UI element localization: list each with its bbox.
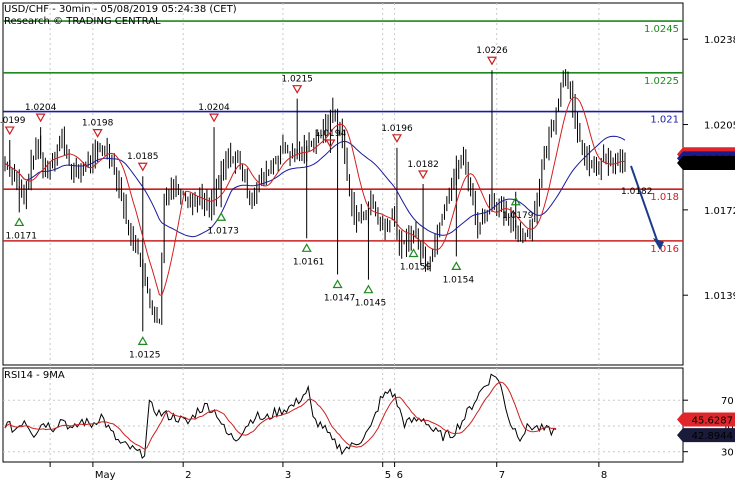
swing-high-marker [35,113,46,123]
rsi-panel-frame [2,367,684,463]
swing-low-label: 1.0179 [502,211,534,221]
chart-title: USD/CHF - 30min - 05/08/2019 05:24:38 (C… [4,4,237,15]
swing-low-marker [216,212,227,221]
swing-high-label: 1.0198 [82,119,114,129]
projection: 1.0182 [621,165,664,251]
swing-high-label: 1.0215 [281,75,313,85]
level-label: 1.0225 [644,76,679,87]
price-bars [4,69,626,332]
rsi-y-tick-label: 50 [721,422,734,433]
rsi-tag-box [677,428,735,443]
rsi-tag-box [677,412,735,427]
swing-high-label: 1.0204 [198,103,230,113]
price-tag-label: 1.01901 [692,159,733,170]
swing-low-label: 1.0154 [443,275,475,285]
swing-high-marker [486,56,498,66]
swing-low-marker [510,196,521,206]
swing-low-label: 1.0147 [324,294,356,304]
level-label: 1.018 [650,192,679,203]
x-tick-label: 2 [185,470,191,480]
swing-high-label: 1.0199 [0,116,26,126]
swing-low-marker [14,217,25,227]
swing-low-marker [363,284,374,294]
swing-high-marker [4,126,15,136]
swing-high-label: 1.0226 [476,46,508,56]
x-tick-label: May [95,470,116,480]
level-label: 1.0245 [644,24,679,35]
swing-low-label: 1.0161 [293,257,325,267]
price-tag-box [677,156,735,171]
indicator-title: RSI14 - 9MA [4,370,65,381]
swing-high-marker [418,170,429,180]
swing-low-marker [332,279,343,289]
swing-high-marker [137,162,148,172]
price-panel-frame [2,2,684,366]
key-levels: 1.0245 1.0225 1.021 1.018 1.016 [3,20,683,255]
swing-high-marker [92,129,103,138]
swing-high-label: 1.0194 [315,129,347,139]
chart-source: Research © TRADING CENTRAL [4,16,161,27]
y-tick-label: 1.0238 [704,35,735,46]
grid-lines [3,3,683,462]
swing-high-marker [209,113,220,123]
swing-high-label: 1.0185 [127,152,159,162]
rsi-tag-label: 42.8944 [692,431,733,442]
x-tick-label: 7 [499,470,505,480]
swing-low-label: 1.0159 [400,262,432,272]
swing-high-label: 1.0196 [381,124,413,134]
x-tick-label: 6 [397,470,403,480]
swing-low-label: 1.0125 [129,350,161,360]
rsi-line [4,373,557,460]
swing-high-marker [325,139,336,149]
swing-low-marker [137,336,148,345]
swing-high-marker [391,134,402,144]
rsi-ma-line [4,381,557,450]
y-tick-label: 1.0205 [704,121,735,132]
moving-averages [4,96,626,297]
swing-high-label: 1.0182 [407,160,439,170]
swing-low-label: 1.0173 [207,226,239,236]
x-tick-label: 8 [601,470,607,480]
x-tick-label: 3 [285,470,291,480]
rsi-tag-label: 45.6287 [692,416,733,427]
swing-low-marker [301,243,312,252]
swing-low-marker [451,261,462,270]
rsi-panel [4,373,557,460]
swing-markers: 1.0199 1.0204 1.0198 1.0185 1.0204 1.0215 1.01… [0,46,534,360]
rsi-y-tick-label: 70 [721,396,734,407]
x-tick-label: 5 [385,470,391,480]
slow-moving-average [4,135,626,238]
fast-moving-average [4,96,626,297]
projection-arrowhead [653,238,664,251]
y-tick-label: 1.0172 [704,206,735,217]
projection-arrow [630,165,660,247]
chart-frames [2,2,684,463]
swing-low-label: 1.0171 [6,231,38,241]
y-tick-label: 1.0139 [704,291,735,302]
projection-label: 1.0182 [621,187,653,197]
swing-high-marker [292,85,303,94]
rsi-y-tick-label: 30 [721,448,734,459]
level-label: 1.021 [650,115,679,126]
swing-low-label: 1.0145 [355,299,387,309]
axes: May 2 3 56 7 8 1.0238 1.0205 1.0172 1.0139 70 50 30 [49,35,735,480]
swing-high-label: 1.0204 [25,103,57,113]
level-label: 1.016 [650,244,679,255]
swing-low-marker [408,248,419,258]
